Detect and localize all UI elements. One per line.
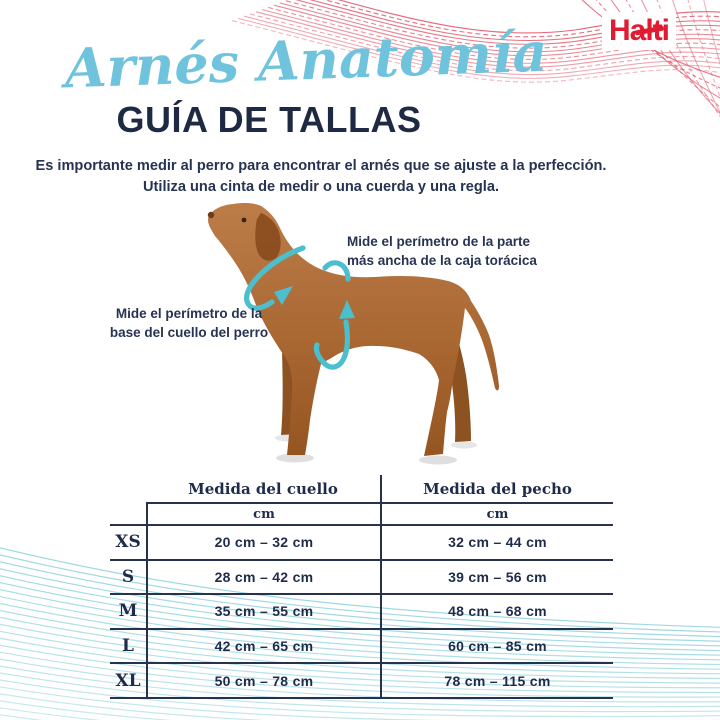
chest-measure-arrow xyxy=(316,263,355,367)
intro-line-2: Utiliza una cinta de medir o una cuerda … xyxy=(0,177,651,198)
page-title: GUÍA DE TALLAS xyxy=(117,99,422,141)
cell-size: S xyxy=(110,561,146,594)
cell-neck: 50 cm – 78 cm xyxy=(146,664,380,697)
size-table-body: XS20 cm – 32 cm32 cm – 44 cmS28 cm – 42 … xyxy=(110,526,613,699)
cell-size: XL xyxy=(110,664,146,697)
cell-chest: 32 cm – 44 cm xyxy=(380,526,613,559)
size-guide-page: Halti Arnés Anatomía GUÍA DE TALLAS Es i… xyxy=(0,0,720,720)
size-table: Medida del cuello Medida del pecho cm cm… xyxy=(110,475,613,699)
cell-chest: 60 cm – 85 cm xyxy=(380,630,613,663)
neck-note-line-2: base del cuello del perro xyxy=(103,324,275,343)
cell-chest: 48 cm – 68 cm xyxy=(380,595,613,628)
table-header-row: Medida del cuello Medida del pecho xyxy=(110,475,613,504)
halti-logo: Halti xyxy=(602,12,676,50)
intro-text: Es importante medir al perro para encont… xyxy=(0,156,651,198)
cell-neck: 20 cm – 32 cm xyxy=(146,526,380,559)
chest-measure-note: Mide el perímetro de la parte más ancha … xyxy=(347,233,537,270)
neck-column-header: Medida del cuello xyxy=(146,475,380,504)
cell-size: L xyxy=(110,630,146,663)
chest-column-header: Medida del pecho xyxy=(380,475,613,504)
dog-ear xyxy=(255,213,280,261)
table-row: XS20 cm – 32 cm32 cm – 44 cm xyxy=(110,526,613,561)
table-row: M35 cm – 55 cm48 cm – 68 cm xyxy=(110,595,613,630)
neck-measure-arrow xyxy=(247,248,303,308)
cell-chest: 78 cm – 115 cm xyxy=(380,664,613,697)
table-unit-row: cm cm xyxy=(110,504,613,526)
cell-size: XS xyxy=(110,526,146,559)
intro-line-1: Es importante medir al perro para encont… xyxy=(0,156,651,177)
chest-note-line-1: Mide el perímetro de la parte xyxy=(347,233,537,252)
dog-eye xyxy=(242,218,247,223)
neck-note-line-1: Mide el perímetro de la xyxy=(103,305,275,324)
script-title: Arnés Anatomía xyxy=(64,20,549,101)
cell-neck: 35 cm – 55 cm xyxy=(146,595,380,628)
table-row: XL50 cm – 78 cm78 cm – 115 cm xyxy=(110,664,613,699)
dog-shadows xyxy=(275,435,477,465)
table-row: L42 cm – 65 cm60 cm – 85 cm xyxy=(110,630,613,665)
neck-measure-note: Mide el perímetro de la base del cuello … xyxy=(103,305,275,342)
cell-neck: 28 cm – 42 cm xyxy=(146,561,380,594)
header-size-spacer xyxy=(110,475,146,504)
cell-neck: 42 cm – 65 cm xyxy=(146,630,380,663)
unit-size-spacer xyxy=(110,504,146,524)
cell-size: M xyxy=(110,595,146,628)
dog-nose xyxy=(208,212,214,218)
chest-unit-label: cm xyxy=(380,504,613,524)
neck-unit-label: cm xyxy=(146,504,380,524)
table-row: S28 cm – 42 cm39 cm – 56 cm xyxy=(110,561,613,596)
chest-note-line-2: más ancha de la caja torácica xyxy=(347,252,537,271)
cell-chest: 39 cm – 56 cm xyxy=(380,561,613,594)
